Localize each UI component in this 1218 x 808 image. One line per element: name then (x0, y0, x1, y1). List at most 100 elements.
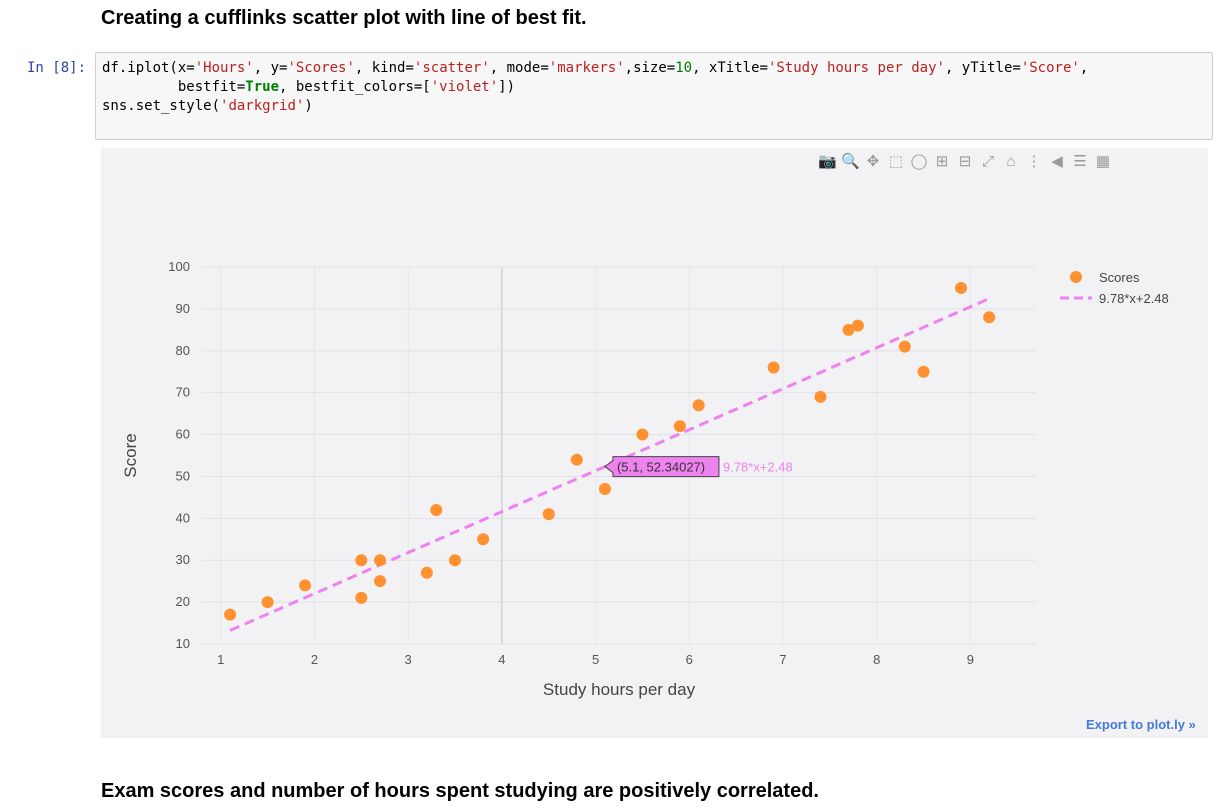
hover-tooltip-value: (5.1, 52.34027) (617, 460, 705, 475)
y-tick-label: 50 (176, 468, 190, 483)
conclusion-text: Exam scores and number of hours spent st… (101, 780, 819, 802)
code-token: 'darkgrid' (220, 98, 305, 114)
scatter-point[interactable] (917, 365, 930, 378)
code-token: , (1079, 60, 1089, 76)
scatter-point[interactable] (955, 281, 968, 294)
code-token: 'violet' (430, 79, 499, 95)
code-token: , yTitle= (944, 60, 1021, 76)
scatter-point[interactable] (673, 420, 686, 433)
scatter-point[interactable] (692, 399, 705, 412)
scatter-point[interactable] (851, 319, 864, 332)
code-token: ]) (498, 79, 516, 95)
code-token: , xTitle= (692, 60, 768, 76)
pan-icon[interactable]: ✥ (866, 153, 880, 170)
code-token: , bestfit_colors=[ (279, 79, 431, 95)
y-tick-label: 100 (168, 259, 190, 274)
scatter-point[interactable] (261, 596, 274, 609)
y-tick-label: 20 (176, 594, 190, 609)
x-tick-label: 2 (311, 652, 318, 667)
code-token: 10 (675, 60, 693, 76)
code-token: sns.set_style( (102, 98, 221, 114)
y-axis-title: Score (121, 433, 140, 477)
y-tick-label: 30 (176, 552, 190, 567)
y-tick-label: 10 (176, 636, 190, 651)
code-token: , kind= (354, 60, 414, 76)
spike-lines-icon[interactable]: ⋮ (1026, 153, 1042, 170)
x-tick-label: 1 (217, 652, 224, 667)
scatter-point[interactable] (636, 428, 649, 441)
y-tick-label: 80 (176, 343, 190, 358)
legend-label-bestfit[interactable]: 9.78*x+2.48 (1099, 291, 1169, 306)
x-tick-label: 6 (686, 652, 693, 667)
plot-modebar: 📷 🔍 ✥ ⬚ ◯ ⊞ ⊟ ⤢ ⌂ ⋮ ◀ ☰ ▦ (818, 152, 1112, 172)
code-line: sns.set_style('darkgrid') (102, 97, 1212, 116)
hover-closest-icon[interactable]: ◀ (1051, 153, 1063, 170)
code-token: ,size= (624, 60, 676, 76)
code-line: df.iplot(x='Hours', y='Scores', kind='sc… (102, 59, 1212, 78)
hover-tooltip-box (604, 456, 720, 478)
zoom-icon[interactable]: 🔍 (841, 153, 860, 170)
x-tick-label: 5 (592, 652, 599, 667)
scatter-point[interactable] (983, 311, 996, 324)
scatter-point[interactable] (898, 340, 911, 353)
code-token: 'Hours' (194, 60, 254, 76)
code-token: 'Score' (1020, 60, 1080, 76)
code-token: ) (304, 98, 313, 114)
section-heading: Creating a cufflinks scatter plot with l… (101, 7, 587, 29)
scatter-point[interactable] (374, 554, 387, 567)
scatter-point[interactable] (449, 554, 462, 567)
cell-prompt: In [8]: (27, 60, 87, 76)
scatter-point[interactable] (355, 591, 368, 604)
scatter-point[interactable] (814, 390, 827, 403)
code-line: bestfit=True, bestfit_colors=['violet']) (102, 78, 1212, 97)
scatter-point[interactable] (570, 453, 583, 466)
code-token: 'Study hours per day' (767, 60, 945, 76)
code-token: , mode= (489, 60, 549, 76)
code-token: 'Scores' (287, 60, 355, 76)
scatter-point[interactable] (598, 483, 611, 496)
scatter-point[interactable] (355, 554, 368, 567)
x-tick-label: 3 (405, 652, 412, 667)
plot-background (101, 148, 1208, 738)
legend-label-scores[interactable]: Scores (1099, 270, 1140, 285)
scatter-point[interactable] (224, 608, 237, 621)
export-link[interactable]: Export to plot.ly » (1086, 717, 1196, 732)
hover-compare-icon[interactable]: ☰ (1073, 153, 1087, 170)
x-tick-label: 8 (873, 652, 880, 667)
y-tick-label: 60 (176, 427, 190, 442)
x-tick-label: 4 (498, 652, 505, 667)
scatter-point[interactable] (477, 533, 490, 546)
scatter-point[interactable] (374, 575, 387, 588)
x-tick-label: 7 (779, 652, 786, 667)
y-tick-label: 90 (176, 301, 190, 316)
scatter-point[interactable] (299, 579, 312, 592)
reset-axes-icon[interactable]: ⌂ (1006, 153, 1016, 170)
x-tick-label: 9 (967, 652, 974, 667)
code-token: 'scatter' (413, 60, 490, 76)
box-select-icon[interactable]: ⬚ (888, 153, 904, 170)
zoom-in-icon[interactable]: ⊞ (935, 153, 949, 170)
code-token: , y= (253, 60, 288, 76)
y-tick-label: 70 (176, 385, 190, 400)
code-cell[interactable]: df.iplot(x='Hours', y='Scores', kind='sc… (95, 52, 1213, 140)
plotly-logo-icon[interactable]: ▦ (1095, 153, 1111, 170)
hover-tooltip-series: 9.78*x+2.48 (723, 460, 793, 475)
lasso-icon[interactable]: ◯ (910, 153, 928, 170)
x-axis-title: Study hours per day (543, 680, 696, 699)
scatter-point[interactable] (430, 503, 443, 516)
autoscale-icon[interactable]: ⤢ (981, 153, 994, 170)
legend-marker-scores[interactable] (1070, 271, 1082, 283)
code-token: True (245, 79, 280, 95)
code-token: df.iplot(x= (102, 60, 195, 76)
scatter-point[interactable] (420, 566, 433, 579)
y-tick-label: 40 (176, 510, 190, 525)
scatter-point[interactable] (542, 508, 555, 521)
zoom-out-icon[interactable]: ⊟ (958, 153, 972, 170)
scatter-point[interactable] (767, 361, 780, 374)
best-fit-line[interactable] (229, 297, 990, 632)
code-token: 'markers' (548, 60, 625, 76)
code-token: bestfit= (102, 79, 246, 95)
scatter-point[interactable] (842, 323, 855, 336)
camera-icon[interactable]: 📷 (818, 153, 837, 170)
